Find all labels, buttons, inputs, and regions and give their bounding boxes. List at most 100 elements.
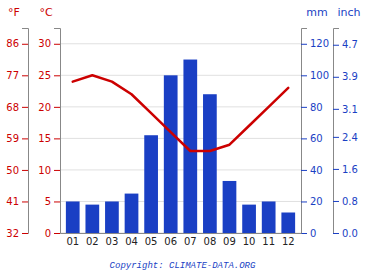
axis-label: °F <box>8 6 20 19</box>
bar <box>85 205 99 233</box>
tick-mark <box>301 233 307 234</box>
tick-mark <box>333 45 339 46</box>
tick: 77 <box>6 70 28 81</box>
tick: 0 <box>301 228 316 239</box>
tick-mark <box>22 201 28 202</box>
bar <box>105 201 119 233</box>
tick: 3.1 <box>333 104 358 115</box>
tick-mark <box>301 201 307 202</box>
axis-label: mm <box>306 6 327 19</box>
tick-mark <box>54 201 60 202</box>
tick-mark <box>22 107 28 108</box>
tick-mark <box>22 75 28 76</box>
tick-label: 41 <box>6 196 19 207</box>
axis-label: inch <box>337 6 360 19</box>
tick-label: 09 <box>223 236 236 247</box>
tick: 01 <box>66 236 79 247</box>
tick-label: 02 <box>86 236 99 247</box>
tick-label: 07 <box>184 236 197 247</box>
tick-mark <box>333 201 339 202</box>
tick-label: 60 <box>310 133 323 144</box>
tick-mark <box>301 138 307 139</box>
tick: 0.8 <box>333 196 358 207</box>
tick-mark <box>54 138 60 139</box>
tick-mark <box>301 107 307 108</box>
tick-label: 0.0 <box>342 228 358 239</box>
tick-label: 120 <box>310 38 329 49</box>
bar <box>223 181 237 233</box>
tick: 120 <box>301 38 329 49</box>
grid-line <box>60 106 301 107</box>
tick: 86 <box>6 38 28 49</box>
tick: 05 <box>145 236 158 247</box>
axis-label: °C <box>39 6 53 19</box>
tick: 10 <box>243 236 256 247</box>
tick: 06 <box>164 236 177 247</box>
tick: 25 <box>38 70 60 81</box>
tick-label: 12 <box>282 236 295 247</box>
bar <box>262 201 276 233</box>
tick-label: 1.6 <box>342 164 358 175</box>
tick: 0.0 <box>333 228 358 239</box>
tick-label: 80 <box>310 102 323 113</box>
tick: 50 <box>6 165 28 176</box>
tick-label: 15 <box>38 133 51 144</box>
tick-mark <box>301 170 307 171</box>
grid-line <box>60 138 301 139</box>
temperature-line <box>73 75 289 151</box>
tick-mark <box>301 75 307 76</box>
tick-label: 3.9 <box>342 71 358 82</box>
tick-mark <box>22 138 28 139</box>
tick-mark <box>301 44 307 45</box>
tick: 30 <box>38 38 60 49</box>
tick: 2.4 <box>333 132 358 143</box>
tick: 40 <box>301 165 323 176</box>
tick-mark <box>54 44 60 45</box>
tick-label: 4.7 <box>342 39 358 50</box>
bar <box>144 135 158 233</box>
tick-mark <box>54 170 60 171</box>
marks <box>66 60 295 233</box>
tick-mark <box>333 137 339 138</box>
tick-mark <box>22 233 28 234</box>
x-axis: 010203040506070809101112 <box>61 234 302 248</box>
tick-label: 32 <box>6 228 19 239</box>
bar <box>242 205 256 233</box>
tick-mark <box>54 75 60 76</box>
tick: 04 <box>125 236 138 247</box>
tick-label: 10 <box>38 165 51 176</box>
tick-label: 04 <box>125 236 138 247</box>
tick: 60 <box>301 133 323 144</box>
y2-axis-line <box>302 29 308 234</box>
tick: 0 <box>45 228 60 239</box>
y-axis: 0 5 10 15 20 25 30 <box>38 29 60 239</box>
tick-label: 40 <box>310 165 323 176</box>
tick-label: 06 <box>164 236 177 247</box>
tick: 11 <box>262 236 275 247</box>
tick-label: 5 <box>45 196 51 207</box>
tick-label: 68 <box>6 102 19 113</box>
tick: 20 <box>301 196 323 207</box>
bar <box>164 75 178 233</box>
caption: Copyright: CLIMATE-DATA.ORG <box>110 261 256 271</box>
tick-label: 03 <box>106 236 119 247</box>
tick-label: 30 <box>38 38 51 49</box>
y4-axis-line <box>334 29 340 234</box>
tick: 59 <box>6 133 28 144</box>
tick-label: 20 <box>310 196 323 207</box>
y2-axis: 020406080100120 <box>301 29 329 239</box>
tick: 32 <box>6 228 28 239</box>
grid <box>60 44 301 233</box>
y-axis-line <box>54 29 61 234</box>
tick: 41 <box>6 196 28 207</box>
tick-label: 2.4 <box>342 132 358 143</box>
tick: 20 <box>38 102 60 113</box>
bar <box>281 213 295 234</box>
tick-label: 10 <box>243 236 256 247</box>
grid-line <box>60 169 301 170</box>
tick-mark <box>333 77 339 78</box>
tick: 09 <box>223 236 236 247</box>
tick: 1.6 <box>333 164 358 175</box>
tick-label: 50 <box>6 165 19 176</box>
tick: 15 <box>38 133 60 144</box>
